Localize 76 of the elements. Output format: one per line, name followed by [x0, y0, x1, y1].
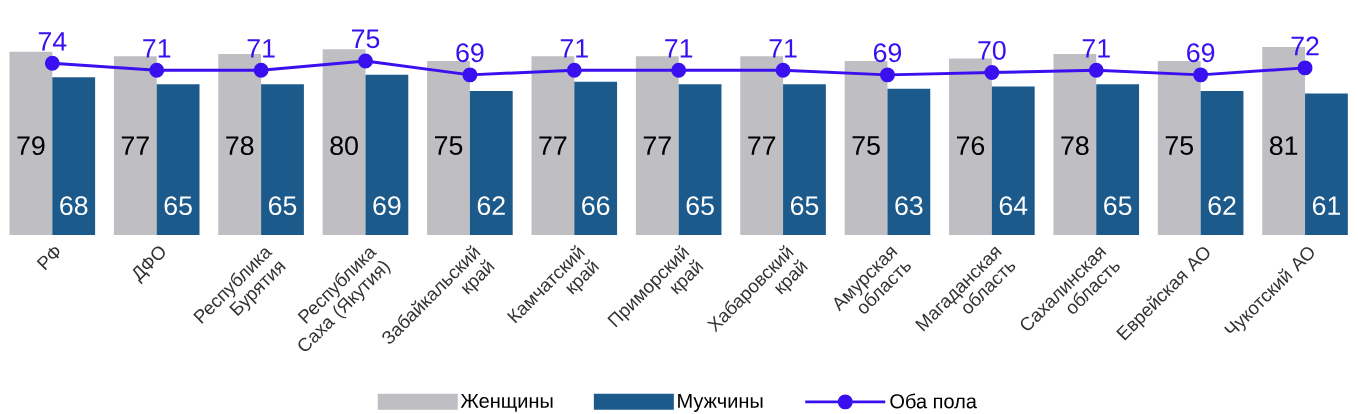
data-label: 72	[1291, 36, 1319, 56]
data-label: 62	[477, 196, 505, 216]
data-label: 75	[435, 136, 463, 155]
data-label: 66	[582, 196, 610, 216]
data-label: 65	[164, 196, 192, 216]
data-label: 63	[895, 196, 923, 216]
bar	[740, 56, 784, 235]
bar	[991, 86, 1035, 235]
point	[984, 65, 1000, 80]
data-label: 69	[1187, 43, 1215, 63]
point	[775, 62, 791, 78]
data-label: 69	[456, 43, 484, 63]
legend-label: Оба пола	[890, 393, 977, 409]
point	[462, 67, 478, 83]
point	[44, 55, 60, 71]
bar	[531, 56, 575, 235]
data-label: 77	[121, 136, 149, 155]
bar	[887, 88, 931, 235]
bar	[949, 58, 992, 235]
bar	[113, 56, 157, 235]
bar	[322, 49, 366, 235]
data-label: 76	[956, 136, 985, 156]
bar	[156, 84, 200, 235]
bar	[1305, 93, 1348, 235]
data-label: 71	[769, 39, 797, 58]
data-label: 65	[269, 196, 297, 216]
bar	[469, 91, 513, 235]
data-label: 75	[852, 136, 880, 155]
point	[149, 62, 165, 78]
data-label: 71	[665, 39, 693, 58]
data-label: 69	[873, 43, 902, 63]
data-label: 71	[143, 39, 171, 58]
legend-label: Женщины	[460, 393, 553, 412]
bar	[9, 51, 53, 235]
bar	[678, 84, 722, 235]
data-label: 77	[539, 136, 567, 155]
bar	[635, 56, 679, 235]
data-label: 78	[226, 136, 254, 156]
data-label: 70	[978, 40, 1006, 60]
point	[879, 67, 895, 83]
point	[671, 62, 687, 78]
data-label: 78	[1061, 136, 1089, 156]
bar	[574, 81, 618, 235]
data-label: 77	[748, 136, 776, 155]
data-label: 80	[330, 136, 358, 156]
data-label: 62	[1208, 196, 1236, 216]
bar	[783, 84, 826, 235]
bar	[365, 74, 409, 235]
data-label: 61	[1312, 196, 1340, 216]
data-label: 69	[373, 196, 401, 216]
data-label: 65	[1104, 196, 1132, 216]
point	[1088, 62, 1104, 78]
legend-label: Мужчины	[678, 393, 763, 412]
point	[1193, 67, 1209, 83]
point	[566, 62, 582, 78]
point	[253, 62, 269, 78]
bar	[1200, 91, 1244, 235]
data-label: 71	[247, 39, 275, 58]
data-label: 79	[17, 136, 45, 156]
bar	[261, 84, 304, 235]
data-label: 71	[1082, 39, 1110, 58]
point	[358, 53, 373, 69]
data-label: 75	[352, 29, 380, 49]
point	[1297, 60, 1313, 76]
data-label: 75	[1165, 136, 1193, 155]
data-label: 68	[60, 196, 88, 216]
bar	[52, 77, 96, 235]
data-label: 65	[686, 196, 714, 216]
x-tick-label: РФ	[36, 247, 60, 271]
data-label: 65	[791, 196, 819, 216]
data-label: 81	[1269, 136, 1298, 156]
data-label: 77	[643, 136, 671, 155]
data-label: 64	[999, 196, 1028, 216]
data-label: 74	[38, 32, 67, 51]
data-label: 71	[560, 39, 588, 58]
bar	[1096, 84, 1140, 235]
